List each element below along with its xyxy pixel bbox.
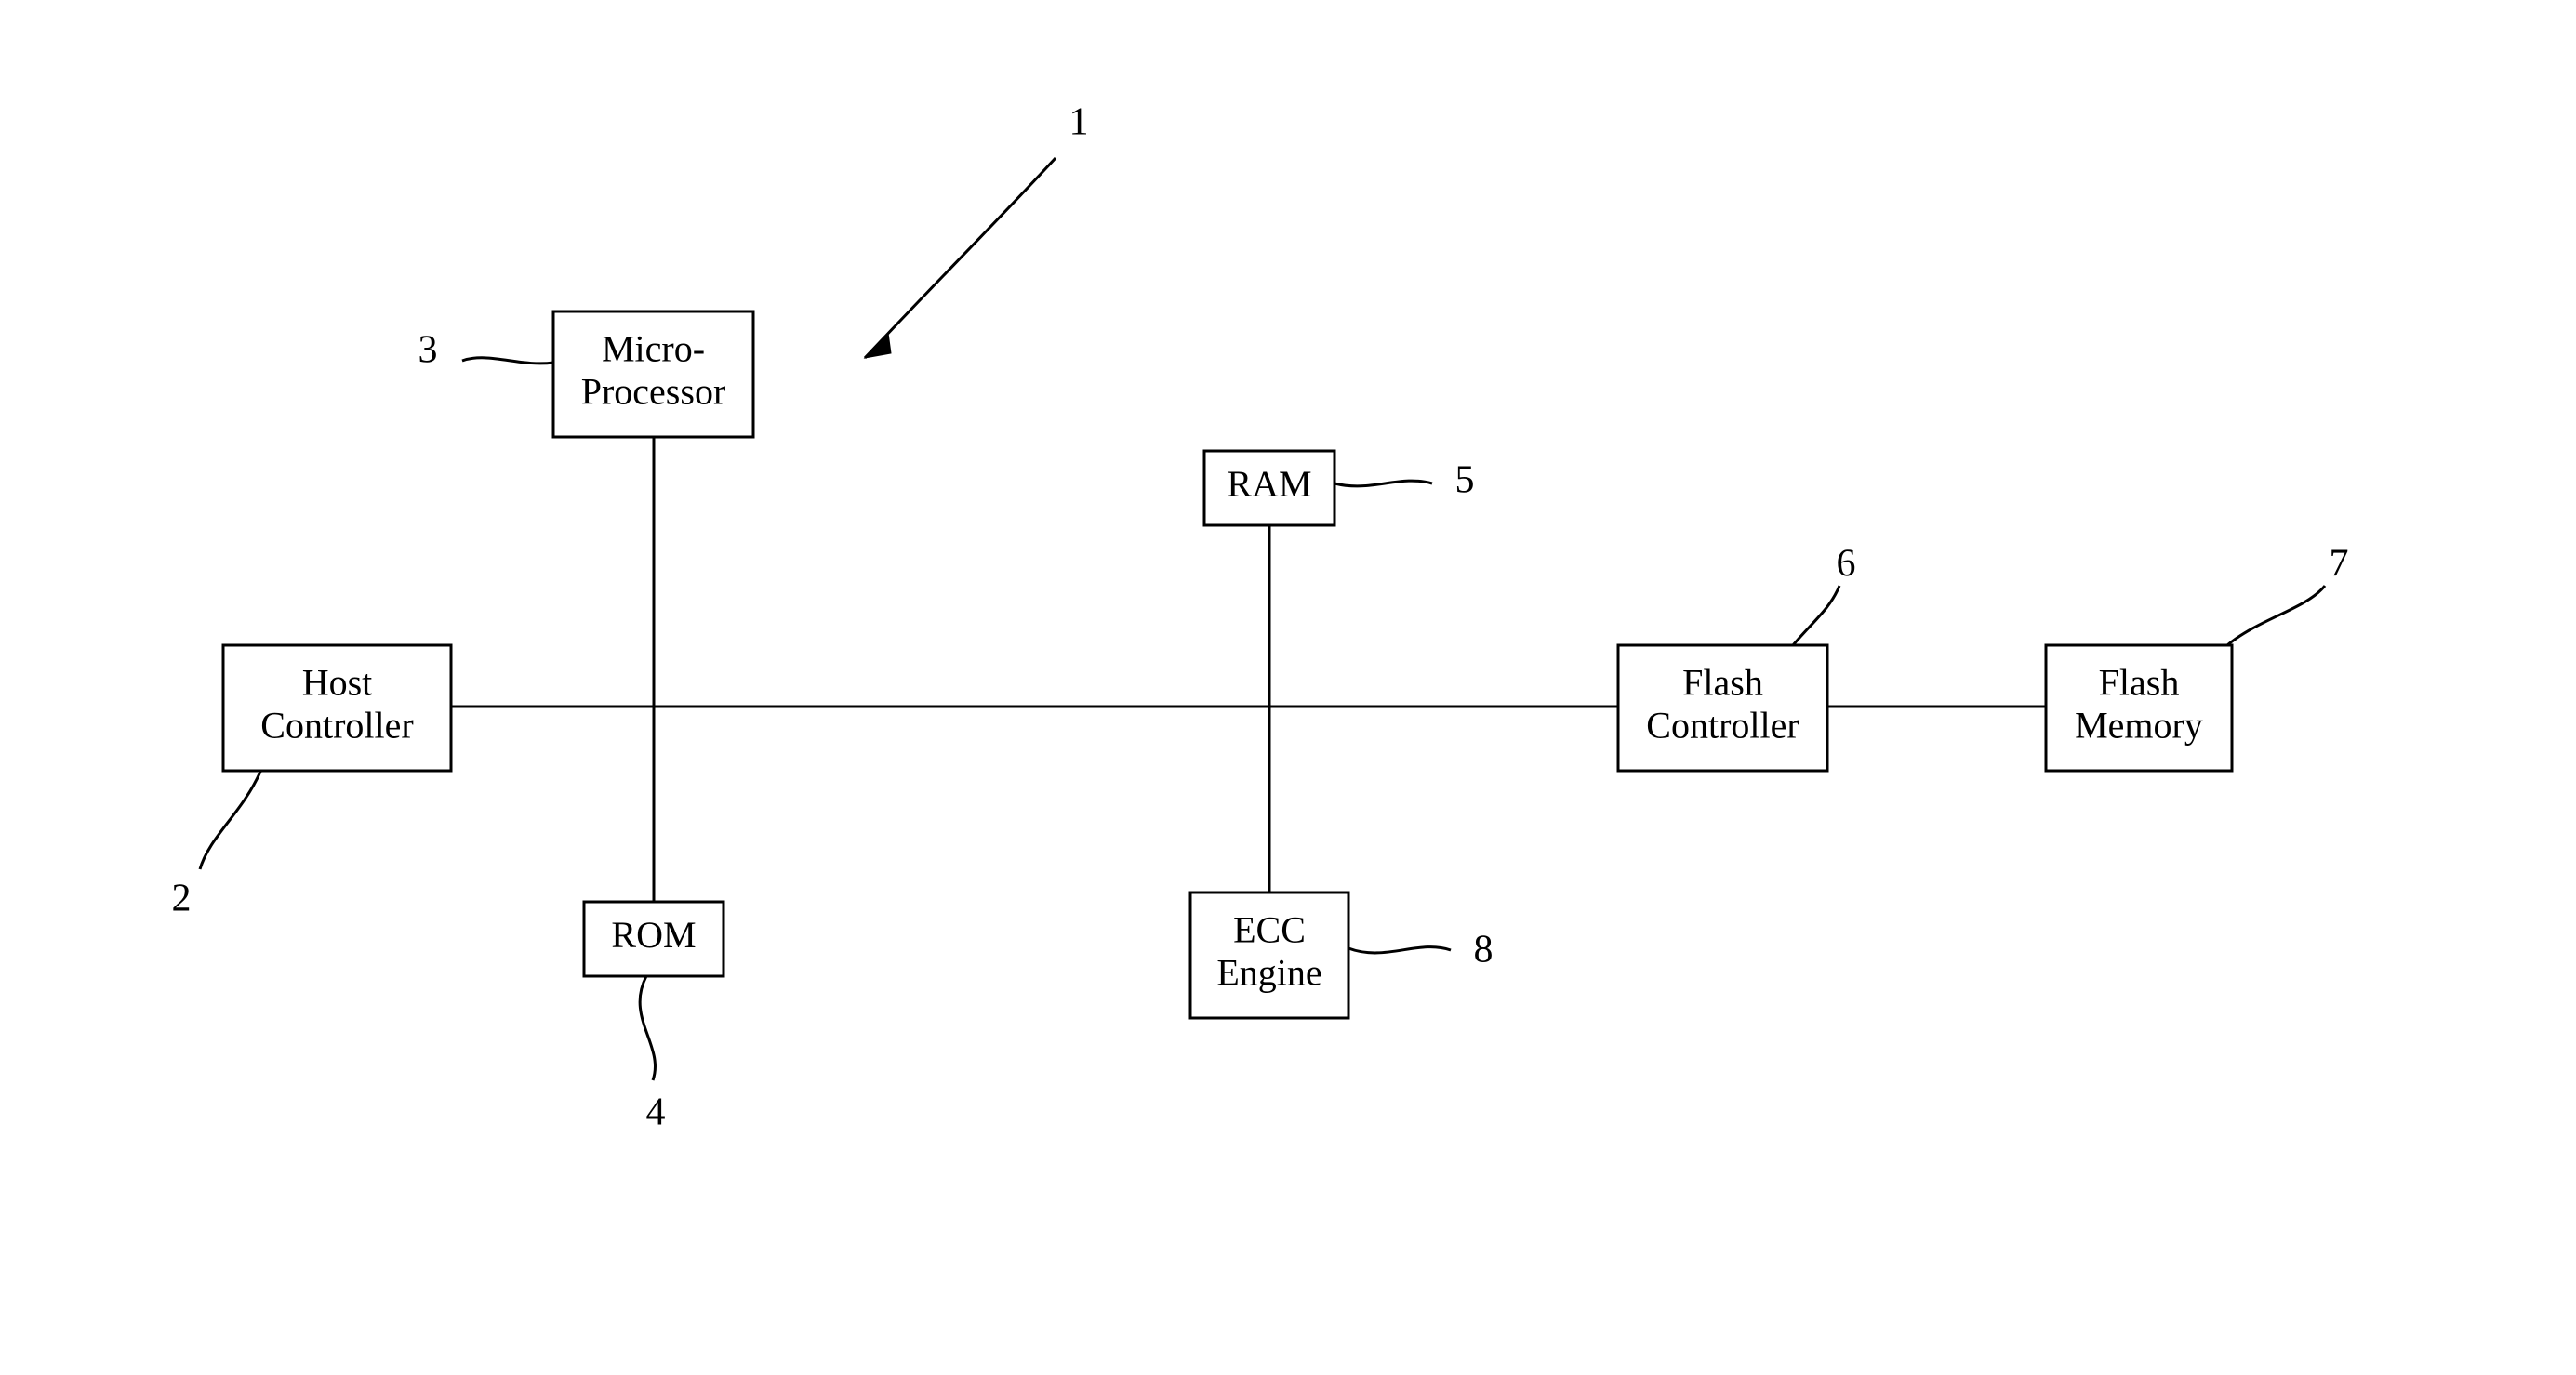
box-ecc-label: Engine: [1216, 952, 1321, 994]
refnum-n2: 2: [172, 878, 192, 920]
lead-n3: [462, 358, 553, 364]
refnum-n1: 1: [1069, 101, 1089, 144]
refnum-n8: 8: [1474, 929, 1494, 972]
lead-n6: [1793, 586, 1839, 645]
box-ram-label: RAM: [1227, 463, 1311, 505]
box-host-label: Host: [302, 662, 373, 704]
box-rom-label: ROM: [611, 914, 696, 956]
refnum-n7: 7: [2330, 543, 2349, 586]
lead-n2: [200, 772, 260, 869]
box-flashc-label: Flash: [1682, 662, 1763, 704]
lead-n7: [2227, 586, 2325, 645]
box-flashm-label: Flash: [2099, 662, 2180, 704]
pointer-arc: [865, 158, 1056, 358]
box-host-label: Controller: [260, 705, 413, 747]
box-micro-label: Processor: [581, 371, 726, 413]
refnum-n5: 5: [1455, 459, 1475, 502]
refnum-n4: 4: [646, 1091, 666, 1134]
box-ecc-label: ECC: [1233, 909, 1306, 951]
lead-n8: [1348, 947, 1451, 953]
box-micro-label: Micro-: [602, 328, 705, 370]
pointer-arrowhead: [865, 333, 891, 358]
box-flashc-label: Controller: [1646, 705, 1799, 747]
lead-n5: [1334, 481, 1432, 486]
refnum-n6: 6: [1837, 543, 1856, 586]
box-flashm-label: Memory: [2075, 705, 2203, 747]
lead-n4: [640, 976, 655, 1080]
refnum-n3: 3: [418, 329, 438, 372]
